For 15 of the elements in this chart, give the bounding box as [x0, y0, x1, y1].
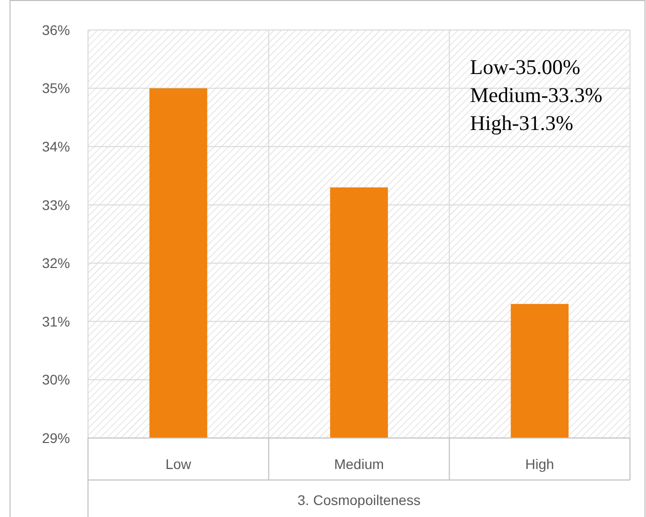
y-tick-label: 32%: [42, 255, 70, 272]
y-tick-label: 31%: [42, 313, 70, 330]
y-tick-label: 30%: [42, 372, 70, 388]
y-tick-label: 33%: [42, 196, 70, 213]
y-tick-label: 29%: [42, 430, 70, 446]
x-tick-label: Medium: [334, 456, 384, 472]
x-axis-title: 3. Cosmopoilteness: [298, 492, 420, 508]
y-tick-label: 36%: [42, 22, 70, 38]
x-tick-label: Low: [165, 456, 192, 472]
y-tick-label: 34%: [42, 138, 70, 154]
y-tick-label: 35%: [42, 80, 70, 96]
annotation: Medium-33.3%: [470, 83, 602, 107]
annotation: Low-35.00%: [470, 55, 580, 79]
x-tick-label: High: [525, 456, 554, 472]
annotation: High-31.3%: [470, 111, 574, 135]
